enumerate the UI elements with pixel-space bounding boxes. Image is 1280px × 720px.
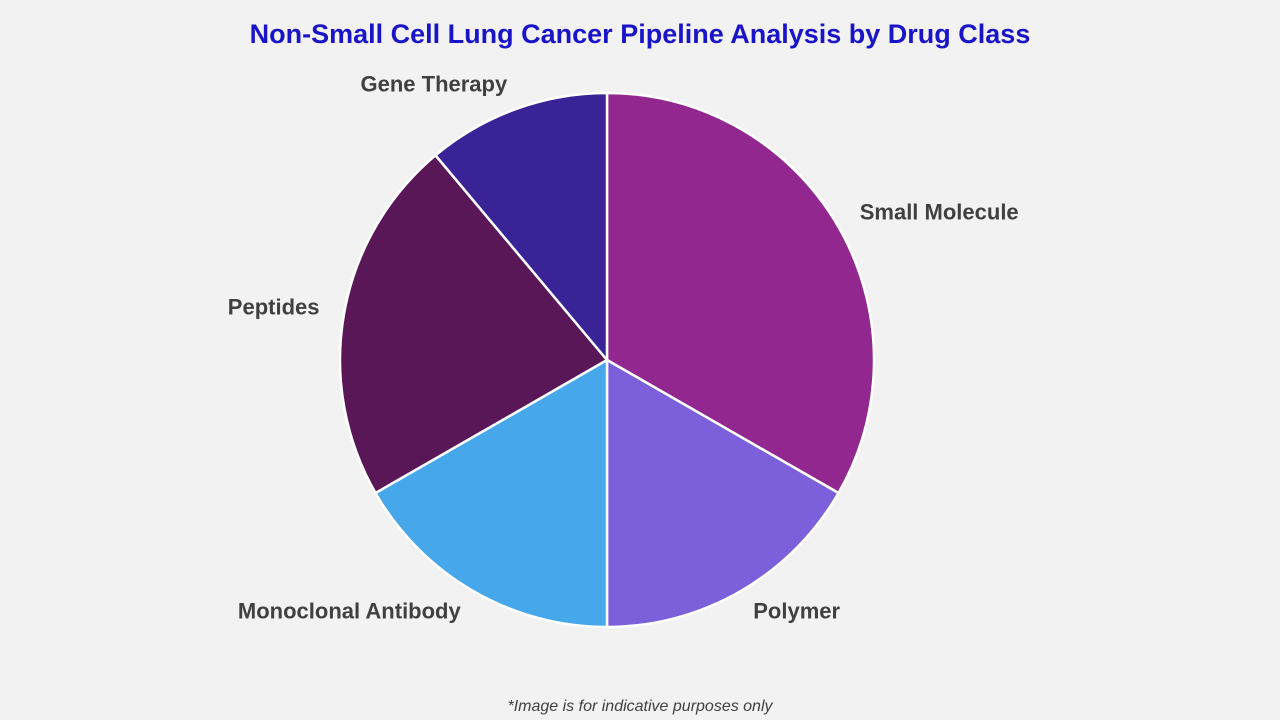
slice-label: Monoclonal Antibody xyxy=(238,599,462,624)
footnote: *Image is for indicative purposes only xyxy=(507,698,773,715)
slice-label: Small Molecule xyxy=(860,200,1019,225)
chart-title: Non-Small Cell Lung Cancer Pipeline Anal… xyxy=(250,19,1031,49)
pie-slice xyxy=(605,91,876,495)
pie-slice xyxy=(373,357,609,629)
slice-label: Peptides xyxy=(228,295,320,320)
slice-label: Polymer xyxy=(753,599,840,624)
pie-slice xyxy=(338,153,609,495)
pie-slice xyxy=(605,357,841,629)
slice-label: Gene Therapy xyxy=(361,71,508,96)
pie-slice xyxy=(433,91,609,364)
